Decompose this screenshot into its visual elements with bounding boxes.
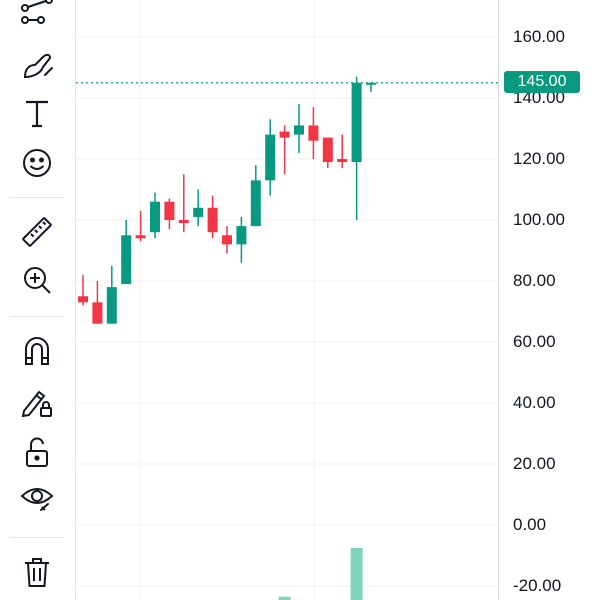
candlestick-chart[interactable] — [76, 0, 498, 600]
candle-body — [236, 226, 247, 245]
price-tick-label: 120.00 — [513, 149, 565, 168]
price-tick-label: 0.00 — [513, 515, 547, 534]
candle-body — [222, 235, 232, 245]
candle-body — [265, 134, 276, 181]
eye-icon — [20, 488, 54, 511]
candle-body — [294, 125, 304, 135]
candle-body — [164, 201, 175, 220]
magnet-icon — [25, 337, 49, 365]
candle-body — [322, 137, 333, 163]
candle-body — [150, 201, 160, 233]
text-tool-button[interactable] — [15, 91, 59, 135]
price-tick-label: 80.00 — [513, 271, 556, 290]
remove-drawings-button[interactable] — [15, 550, 59, 594]
candle-body — [78, 296, 88, 303]
volume-bars — [278, 548, 363, 600]
current-price-tag: 145.00 — [504, 71, 580, 93]
price-tick-label: 20.00 — [513, 454, 556, 473]
zoom-in-icon — [24, 267, 51, 294]
smiley-icon — [23, 149, 51, 177]
candle-body — [366, 82, 376, 85]
volume-bar — [278, 596, 291, 600]
candle-body — [121, 235, 132, 285]
candle-body — [135, 235, 146, 239]
candle-body — [250, 180, 261, 227]
ruler-icon — [22, 217, 52, 247]
candle-body — [178, 220, 189, 224]
toolbar-divider — [10, 316, 64, 317]
pattern-icon — [21, 0, 53, 24]
lock-open-icon — [26, 437, 48, 467]
text-icon — [26, 100, 48, 128]
emoji-tool-button[interactable] — [15, 141, 59, 185]
candle-body — [106, 287, 117, 324]
price-tick-label: 40.00 — [513, 393, 556, 412]
volume-bar — [350, 548, 363, 600]
price-tick-label: 160.00 — [513, 27, 565, 46]
brush-icon — [23, 53, 53, 79]
price-axis[interactable]: 160.00 140.00 120.00 100.00 80.00 60.00 40.00 2… — [498, 0, 600, 600]
candle-body — [351, 82, 362, 163]
measure-tool-button[interactable] — [15, 210, 59, 254]
trash-icon — [25, 558, 49, 587]
candle-body — [207, 207, 218, 233]
zoom-in-tool-button[interactable] — [15, 258, 59, 302]
price-tick-label: -20.00 — [513, 576, 562, 595]
pencil-lock-icon — [21, 390, 52, 418]
price-tick-label: 100.00 — [513, 210, 565, 229]
lock-all-button[interactable] — [15, 430, 59, 474]
brush-tool-button[interactable] — [15, 43, 59, 87]
candle-body — [337, 159, 348, 163]
candle-body — [193, 207, 204, 217]
candle-body — [92, 302, 103, 324]
lock-drawings-button[interactable] — [15, 380, 59, 424]
grid-lines — [76, 0, 498, 600]
candles — [78, 76, 376, 324]
candle-body — [308, 125, 319, 141]
pattern-tool-button[interactable] — [15, 0, 59, 34]
drawing-toolbar — [0, 0, 76, 600]
magnet-mode-button[interactable] — [15, 329, 59, 373]
chart-pane[interactable] — [76, 0, 498, 600]
candle-body — [279, 131, 290, 138]
hide-drawings-button[interactable] — [15, 475, 59, 519]
price-tick-label: 60.00 — [513, 332, 556, 351]
toolbar-divider — [10, 537, 64, 538]
toolbar-divider — [10, 197, 64, 198]
